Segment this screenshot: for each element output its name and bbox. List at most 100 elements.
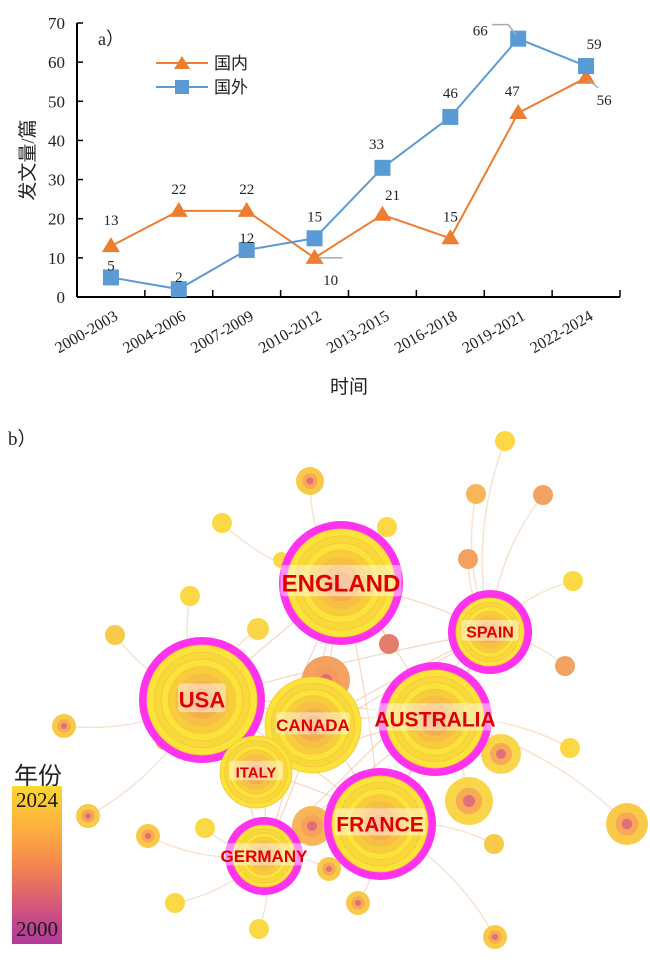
year-ring (256, 848, 272, 864)
square-marker (238, 242, 255, 259)
network-node (249, 919, 269, 939)
node-label-france: FRANCE (336, 813, 424, 836)
year-ring (482, 624, 498, 640)
panel-label-b: b） (8, 429, 37, 450)
network-node (247, 618, 269, 640)
legend-triangle-marker (174, 56, 190, 69)
series-markers (101, 30, 596, 298)
year-ring (369, 813, 391, 835)
network-node (533, 485, 553, 505)
network-node (484, 834, 504, 854)
axes (76, 23, 620, 298)
network-node-core (355, 900, 361, 906)
panel-label-a: a） (98, 29, 124, 49)
network-node (555, 656, 575, 676)
node-label-usa: USA (179, 688, 226, 713)
triangle-marker (509, 104, 528, 120)
label-backdrop (280, 565, 402, 597)
x-tick-label: 2016-2018 (392, 308, 461, 357)
year-colorbar: 2024 2000 (12, 786, 62, 944)
triangle-marker (373, 205, 392, 221)
year-ring (189, 687, 215, 713)
data-label: 15 (443, 209, 458, 225)
triangle-marker (237, 201, 256, 217)
network-node (212, 513, 232, 533)
triangle-marker (101, 237, 120, 253)
node-label-england: ENGLAND (282, 570, 401, 597)
data-label: 46 (443, 86, 459, 102)
network-node (377, 517, 397, 537)
data-label: 56 (597, 93, 613, 109)
network-node (165, 893, 185, 913)
label-backdrop (334, 808, 426, 836)
data-label: 10 (323, 273, 338, 289)
network-node-core (621, 818, 633, 830)
x-tick-label: 2000-2003 (52, 308, 121, 357)
label-backdrop (461, 620, 519, 641)
data-label: 22 (239, 182, 254, 198)
node-label-spain: SPAIN (466, 625, 514, 642)
label-backdrop (221, 843, 307, 866)
series-line-0 (110, 76, 587, 260)
data-label: 47 (505, 84, 521, 100)
network-node-core (496, 749, 506, 759)
publication-trend-chart: 0 10 20 30 40 50 60 70 2000-2003 2004-2006 2007-2… (17, 14, 621, 398)
y-tick-label: 50 (48, 92, 65, 111)
legend-label-domestic: 国内 (214, 54, 248, 73)
data-label: 12 (239, 231, 254, 247)
network-node-core (85, 813, 91, 819)
x-tick-label: 2022-2024 (528, 308, 597, 357)
x-axis-label: 时间 (330, 376, 368, 398)
network-node (495, 431, 515, 451)
x-ticks: 2000-2003 2004-2006 2007-2009 2010-2012 2013… (52, 290, 621, 357)
triangle-marker (441, 229, 460, 245)
data-label: 66 (473, 24, 489, 40)
label-backdrop (178, 683, 226, 713)
year-ring (302, 714, 324, 736)
network-node (458, 549, 478, 569)
colorbar-min-label: 2000 (16, 917, 58, 941)
y-ticks: 0 10 20 30 40 50 60 70 (48, 14, 83, 307)
network-node (563, 571, 583, 591)
label-backdrop (229, 760, 283, 781)
network-node-core (492, 934, 498, 940)
data-label: 22 (171, 182, 186, 198)
y-tick-label: 60 (48, 53, 65, 72)
data-label: 13 (103, 213, 118, 229)
network-node (379, 634, 399, 654)
legend: 国内 国外 (156, 54, 248, 97)
data-label: 21 (385, 188, 400, 204)
network-node-core (306, 477, 314, 485)
country-cooperation-network: ENGLAND SPAIN USA AUSTRALIA CANADA ITALY FRANC… (52, 431, 648, 949)
x-tick-label: 2013-2015 (324, 308, 393, 357)
triangle-marker (169, 201, 188, 217)
node-label-italy: ITALY (236, 764, 277, 781)
data-label: 15 (307, 209, 322, 225)
network-node (560, 738, 580, 758)
legend-square-marker (175, 80, 189, 94)
square-marker (374, 159, 391, 176)
network-node (195, 818, 215, 838)
y-tick-label: 10 (48, 249, 65, 268)
label-backdrop (366, 703, 504, 731)
triangle-marker (305, 248, 324, 264)
network-node-core (145, 833, 151, 839)
square-marker (442, 108, 459, 125)
y-tick-label: 70 (48, 14, 65, 33)
colorbar-title: 年份 (14, 764, 62, 790)
square-marker (306, 230, 323, 247)
network-node-core (463, 795, 475, 807)
x-tick-label: 2019-2021 (460, 308, 529, 357)
y-tick-label: 0 (57, 288, 66, 307)
legend-label-foreign: 国外 (214, 78, 248, 97)
network-node-core (326, 866, 332, 872)
data-label: 33 (369, 137, 384, 153)
y-tick-label: 40 (48, 131, 65, 150)
colorbar-max-label: 2024 (16, 788, 58, 812)
square-marker (578, 58, 595, 75)
square-marker (170, 281, 187, 298)
series-lines (110, 37, 587, 291)
year-ring (328, 570, 354, 596)
network-node-core (61, 723, 67, 729)
leader-line (587, 79, 599, 89)
